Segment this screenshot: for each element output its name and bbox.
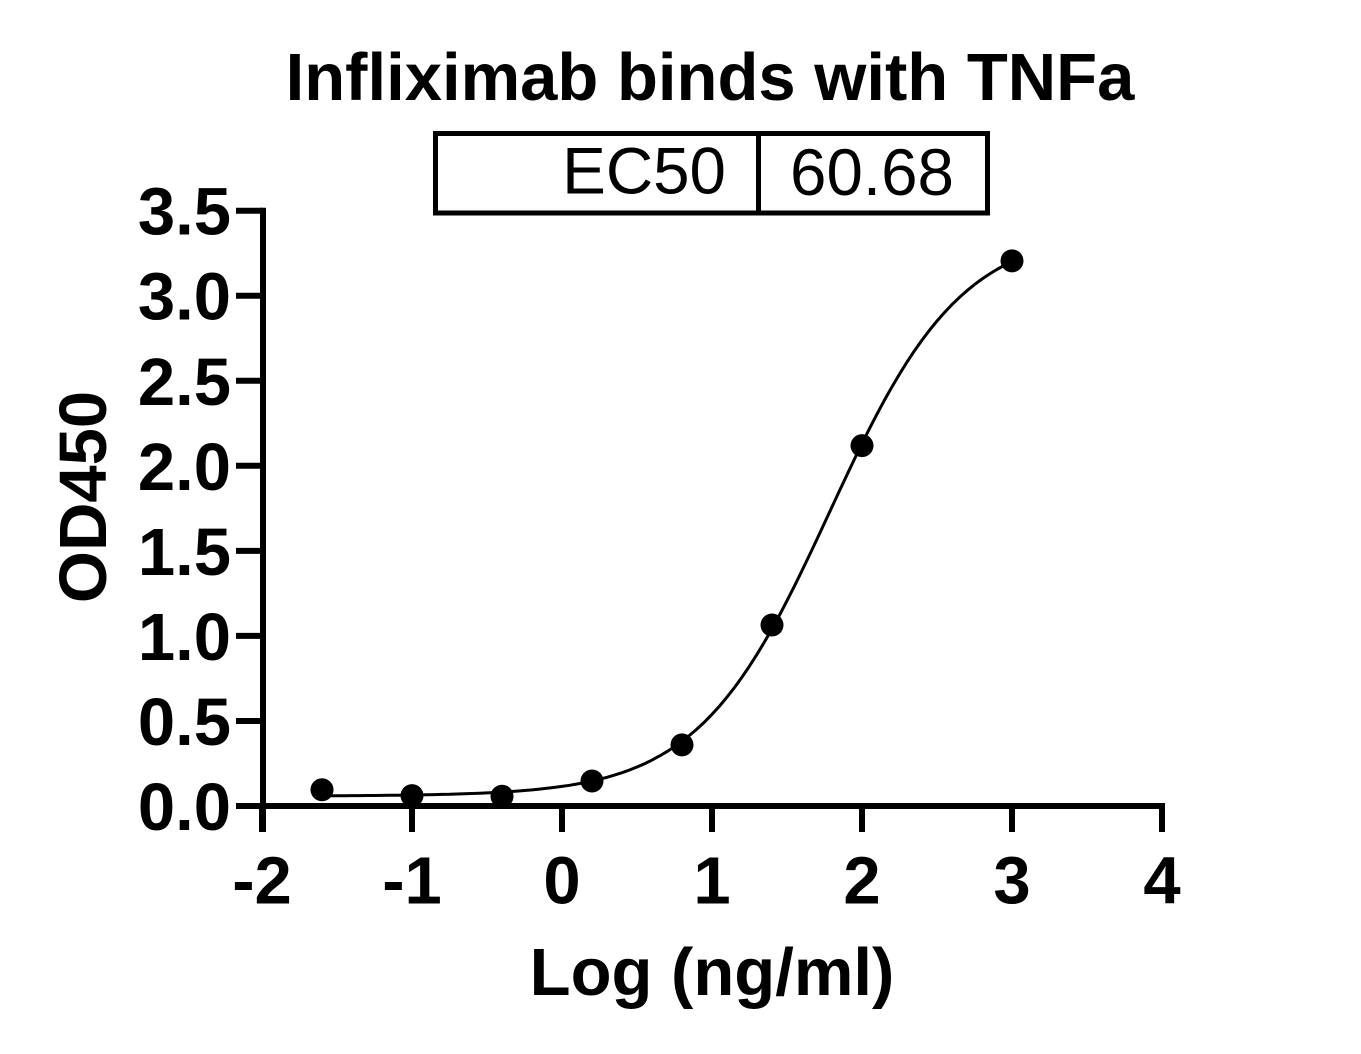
svg-text:0.5: 0.5 <box>138 685 231 760</box>
svg-text:EC50: EC50 <box>562 135 726 208</box>
svg-text:2.0: 2.0 <box>138 430 231 505</box>
svg-text:1.0: 1.0 <box>138 600 231 675</box>
svg-text:1: 1 <box>693 844 730 919</box>
svg-text:Log (ng/ml): Log (ng/ml) <box>530 935 895 1010</box>
svg-text:1.5: 1.5 <box>138 515 231 590</box>
svg-text:3.5: 3.5 <box>138 175 231 250</box>
svg-text:OD450: OD450 <box>46 391 121 603</box>
svg-text:0.0: 0.0 <box>138 770 231 845</box>
svg-text:0: 0 <box>543 844 580 919</box>
svg-text:3: 3 <box>993 844 1030 919</box>
svg-text:-2: -2 <box>232 844 292 919</box>
svg-text:2.5: 2.5 <box>138 345 231 420</box>
svg-text:2: 2 <box>843 844 880 919</box>
svg-text:60.68: 60.68 <box>790 136 954 209</box>
svg-text:4: 4 <box>1143 844 1180 919</box>
svg-text:Infliximab binds with TNFa: Infliximab binds with TNFa <box>286 40 1135 115</box>
svg-text:3.0: 3.0 <box>138 260 231 335</box>
svg-text:-1: -1 <box>382 844 442 919</box>
